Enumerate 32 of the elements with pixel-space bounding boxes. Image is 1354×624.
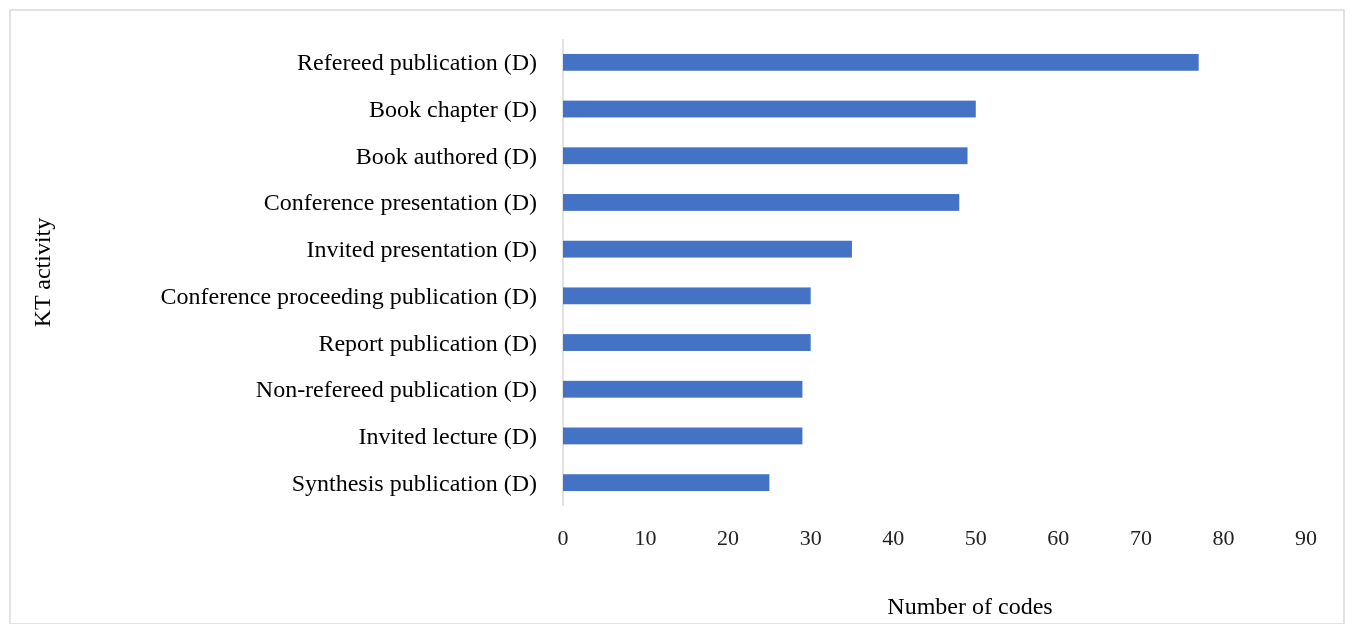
- y-tick-label: Report publication (D): [318, 329, 537, 356]
- y-tick-label: Book authored (D): [355, 142, 537, 169]
- bar: [563, 334, 811, 351]
- y-tick-label: Refereed publication (D): [297, 49, 537, 76]
- y-axis-title: KT activity: [29, 217, 55, 328]
- x-tick-label: 30: [799, 524, 822, 550]
- y-tick-label: Conference presentation (D): [263, 189, 537, 216]
- bar: [563, 240, 852, 258]
- bar: [563, 194, 960, 211]
- bar: [563, 53, 1199, 71]
- x-tick-label: 40: [882, 524, 905, 550]
- x-tick-label: 80: [1212, 524, 1235, 550]
- x-tick-label: 90: [1295, 524, 1317, 550]
- x-tick-label: 50: [964, 524, 987, 550]
- x-tick-label: 10: [634, 524, 657, 550]
- y-tick-label: Synthesis publication (D): [291, 469, 537, 496]
- x-tick-label: 20: [717, 524, 740, 550]
- x-tick-label: 60: [1047, 524, 1070, 550]
- y-tick-label: Invited presentation (D): [306, 236, 537, 263]
- bar: [563, 474, 770, 492]
- bar: [563, 287, 811, 305]
- y-tick-label: Book chapter (D): [369, 96, 537, 123]
- bar: [563, 427, 803, 445]
- bar: [563, 100, 976, 118]
- y-tick-label: Non-refereed publication (D): [255, 376, 537, 403]
- x-axis-title: Number of codes: [887, 593, 1053, 619]
- y-tick-label: Invited lecture (D): [358, 422, 537, 449]
- bar: [563, 380, 803, 398]
- x-tick-label: 70: [1129, 524, 1152, 550]
- x-tick-label: 0: [557, 524, 569, 550]
- bar: [563, 147, 968, 165]
- y-tick-label: Conference proceeding publication (D): [160, 282, 537, 309]
